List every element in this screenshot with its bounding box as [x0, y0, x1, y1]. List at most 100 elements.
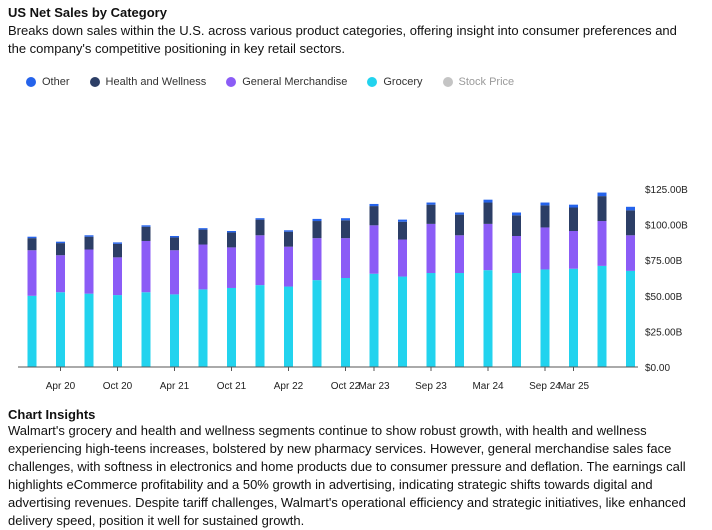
bar-segment-other[interactable] [569, 204, 578, 208]
bar-segment-other[interactable] [483, 199, 493, 203]
bar-segment-grocery[interactable] [27, 295, 37, 367]
bar-segment-general-merchandise[interactable] [597, 221, 607, 266]
bar-segment-general-merchandise[interactable] [483, 223, 493, 271]
bar-segment-general-merchandise[interactable] [455, 235, 464, 274]
legend-item-general-merchandise[interactable]: General Merchandise [226, 76, 347, 88]
legend-item-stock-price[interactable]: Stock Price [442, 76, 514, 88]
bar-segment-health-and-wellness[interactable] [597, 196, 607, 222]
bar-segment-grocery[interactable] [597, 265, 607, 367]
bar-segment-other[interactable] [426, 202, 436, 205]
bar-segment-general-merchandise[interactable] [626, 235, 635, 271]
bar-stack[interactable] [284, 230, 293, 367]
bar-segment-general-merchandise[interactable] [369, 225, 379, 274]
bar-segment-health-and-wellness[interactable] [141, 226, 151, 241]
bar-segment-general-merchandise[interactable] [512, 235, 521, 274]
bar-stack[interactable] [455, 212, 464, 367]
bar-segment-other[interactable] [27, 236, 37, 239]
bar-stack[interactable] [626, 206, 635, 367]
bar-segment-grocery[interactable] [483, 270, 493, 367]
legend-item-grocery[interactable]: Grocery [367, 76, 423, 88]
bar-segment-grocery[interactable] [284, 286, 293, 367]
bar-segment-health-and-wellness[interactable] [483, 202, 493, 224]
bar-segment-health-and-wellness[interactable] [398, 221, 407, 240]
bar-segment-general-merchandise[interactable] [398, 239, 407, 277]
bar-stack[interactable] [597, 192, 607, 367]
bar-segment-general-merchandise[interactable] [312, 238, 322, 281]
bar-segment-grocery[interactable] [113, 295, 122, 367]
bar-segment-general-merchandise[interactable] [170, 250, 179, 295]
legend-item-other[interactable]: Other [26, 76, 70, 88]
bar-stack[interactable] [341, 218, 350, 367]
bar-segment-grocery[interactable] [626, 270, 635, 367]
bar-segment-other[interactable] [170, 235, 179, 238]
bar-stack[interactable] [426, 202, 436, 367]
bar-stack[interactable] [170, 235, 179, 367]
bar-segment-grocery[interactable] [255, 285, 265, 367]
bar-segment-health-and-wellness[interactable] [312, 221, 322, 239]
bar-segment-grocery[interactable] [198, 289, 208, 367]
bar-segment-other[interactable] [597, 192, 607, 197]
bar-segment-general-merchandise[interactable] [113, 257, 122, 296]
bar-segment-grocery[interactable] [56, 292, 65, 367]
bar-segment-other[interactable] [227, 231, 236, 233]
bar-segment-general-merchandise[interactable] [284, 246, 293, 287]
bar-segment-other[interactable] [398, 219, 407, 222]
bar-stack[interactable] [255, 218, 265, 367]
bar-stack[interactable] [369, 203, 379, 367]
bar-stack[interactable] [198, 228, 208, 367]
bar-segment-other[interactable] [284, 230, 293, 232]
bar-stack[interactable] [27, 236, 37, 367]
bar-segment-grocery[interactable] [426, 273, 436, 367]
bar-segment-other[interactable] [512, 212, 521, 216]
bar-segment-general-merchandise[interactable] [84, 249, 94, 294]
bar-segment-general-merchandise[interactable] [198, 244, 208, 290]
bar-segment-health-and-wellness[interactable] [227, 232, 236, 248]
bar-segment-health-and-wellness[interactable] [84, 236, 94, 250]
bar-stack[interactable] [483, 199, 493, 367]
bar-segment-health-and-wellness[interactable] [255, 219, 265, 236]
bar-segment-other[interactable] [141, 225, 151, 227]
bar-segment-other[interactable] [198, 228, 208, 230]
bar-stack[interactable] [84, 235, 94, 367]
bar-segment-grocery[interactable] [540, 269, 550, 367]
bar-segment-health-and-wellness[interactable] [198, 229, 208, 245]
bar-segment-general-merchandise[interactable] [141, 240, 151, 293]
bar-segment-health-and-wellness[interactable] [455, 214, 464, 236]
bar-segment-general-merchandise[interactable] [56, 255, 65, 293]
bar-segment-other[interactable] [341, 218, 350, 221]
bar-segment-grocery[interactable] [512, 273, 521, 367]
bar-segment-general-merchandise[interactable] [540, 227, 550, 270]
bar-segment-grocery[interactable] [341, 278, 350, 367]
bar-segment-other[interactable] [84, 235, 94, 237]
bar-segment-grocery[interactable] [227, 287, 236, 367]
bar-segment-grocery[interactable] [369, 273, 379, 367]
bar-segment-grocery[interactable] [312, 280, 322, 367]
bar-segment-general-merchandise[interactable] [569, 231, 578, 269]
bar-segment-general-merchandise[interactable] [255, 235, 265, 286]
bar-segment-grocery[interactable] [170, 294, 179, 367]
bar-segment-other[interactable] [255, 218, 265, 220]
bar-segment-grocery[interactable] [84, 293, 94, 367]
bar-stack[interactable] [141, 225, 151, 367]
bar-segment-general-merchandise[interactable] [341, 238, 350, 278]
legend-item-health-wellness[interactable]: Health and Wellness [89, 76, 206, 88]
bar-segment-grocery[interactable] [398, 276, 407, 367]
bar-stack[interactable] [227, 231, 236, 367]
bar-segment-health-and-wellness[interactable] [569, 207, 578, 232]
bar-stack[interactable] [56, 241, 65, 367]
bar-segment-general-merchandise[interactable] [227, 247, 236, 288]
bar-segment-other[interactable] [540, 202, 550, 206]
bar-segment-general-merchandise[interactable] [27, 250, 37, 296]
bar-segment-general-merchandise[interactable] [426, 223, 436, 274]
bar-segment-other[interactable] [369, 203, 379, 207]
bar-segment-other[interactable] [56, 241, 65, 244]
bar-stack[interactable] [540, 202, 550, 367]
bar-stack[interactable] [113, 242, 122, 367]
bar-segment-health-and-wellness[interactable] [56, 243, 65, 256]
bar-segment-health-and-wellness[interactable] [341, 220, 350, 239]
bar-stack[interactable] [312, 218, 322, 367]
bar-segment-other[interactable] [113, 242, 122, 244]
bar-stack[interactable] [569, 204, 578, 367]
bar-segment-grocery[interactable] [569, 268, 578, 367]
bar-stack[interactable] [398, 219, 407, 367]
